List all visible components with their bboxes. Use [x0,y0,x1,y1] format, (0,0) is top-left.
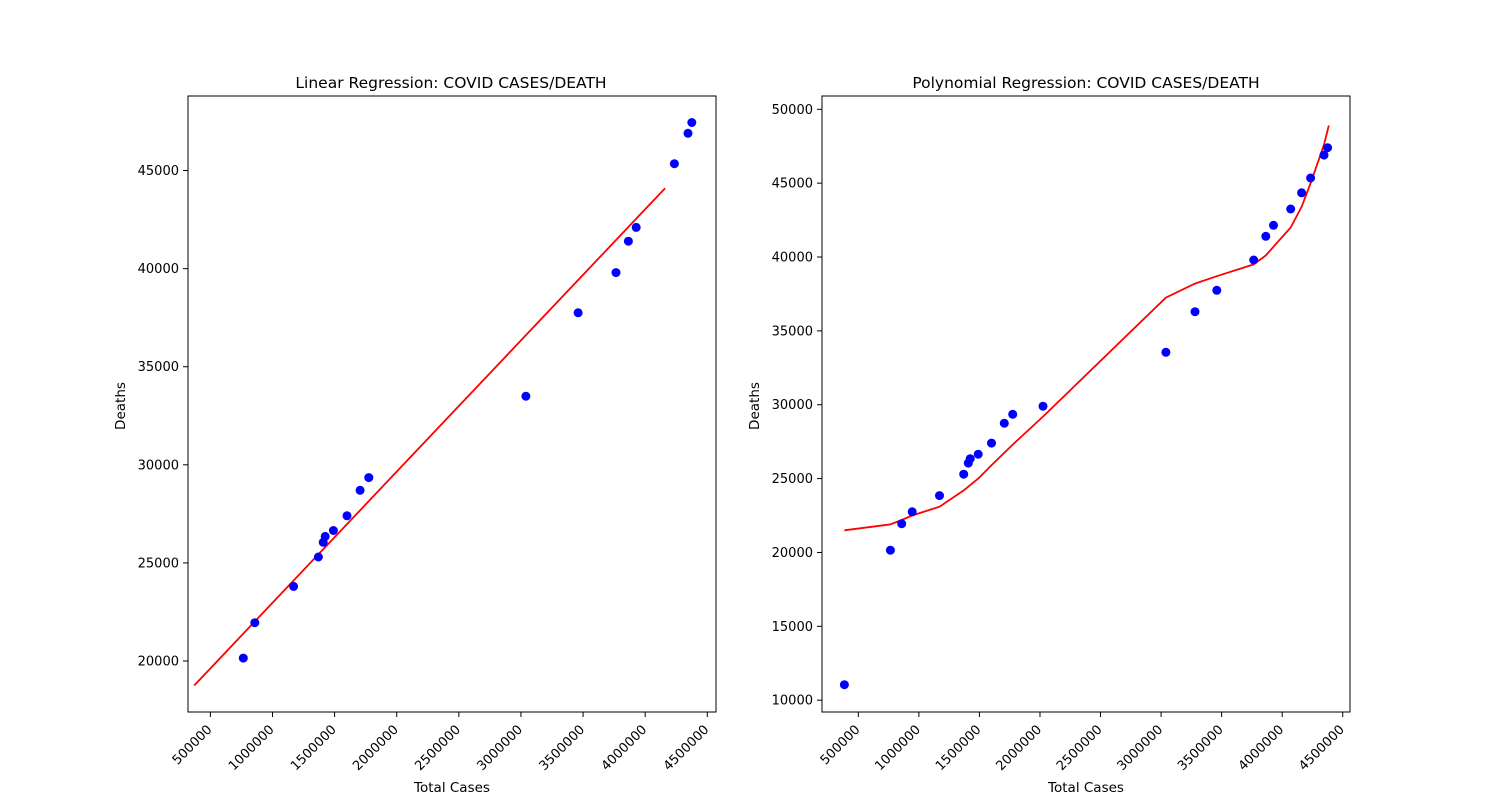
data-point [623,236,633,246]
data-point [965,454,975,464]
data-point [289,581,299,591]
fit-line [844,125,1330,532]
data-point [1008,409,1018,419]
data-point [1319,150,1329,160]
data-point [611,268,621,278]
data-point [238,653,248,663]
data-point [959,469,969,479]
y-tick-label: 45000 [138,164,179,179]
y-tick-label: 30000 [772,398,813,413]
y-tick-label: 50000 [772,103,813,118]
data-point [999,418,1009,428]
y-tick-label: 25000 [138,556,179,571]
y-tick-label: 10000 [772,694,813,709]
x-axis-label: Total Cases [1047,780,1124,796]
y-tick-label: 35000 [772,324,813,339]
data-point [1161,347,1171,357]
data-point [521,391,531,401]
data-point [313,552,323,562]
fit-line [193,187,666,687]
y-axis-label: Deaths [747,382,763,430]
y-tick-label: 15000 [772,620,813,635]
data-point [573,308,583,318]
data-point [1269,220,1278,230]
data-point [328,526,338,535]
data-point [1212,285,1222,295]
data-point [1306,173,1316,183]
y-tick-label: 25000 [772,472,813,487]
y-tick-label: 45000 [772,177,813,192]
data-point [839,680,849,690]
data-point [897,519,907,529]
data-point [935,491,944,501]
data-point [907,507,917,517]
data-point [973,449,983,459]
chart-title: Linear Regression: COVID CASES/DEATH [295,74,606,92]
y-tick-label: 30000 [138,458,179,473]
y-tick-label: 40000 [138,262,179,277]
data-point [687,118,697,127]
data-point [1038,401,1048,411]
data-point [987,438,996,448]
y-tick-label: 20000 [138,654,179,669]
data-point [885,545,895,555]
data-point [1297,188,1307,198]
data-point [320,531,330,541]
plot-frame [187,95,717,713]
data-point [1286,204,1296,214]
y-tick-label: 20000 [772,546,813,561]
y-tick-label: 40000 [772,251,813,266]
data-point [342,511,352,521]
data-point [683,128,693,138]
y-tick-label: 35000 [138,360,179,375]
data-point [631,222,641,232]
data-point [250,618,260,628]
data-point [1249,255,1259,265]
data-point [669,159,679,169]
data-point [355,485,365,495]
chart-title: Polynomial Regression: COVID CASES/DEATH [912,74,1259,92]
data-point [1261,231,1271,241]
data-point [364,473,374,483]
x-axis-label: Total Cases [413,780,490,796]
data-point [1323,143,1333,153]
y-axis-label: Deaths [113,382,129,430]
plot-frame [821,95,1351,713]
data-point [1190,307,1200,317]
